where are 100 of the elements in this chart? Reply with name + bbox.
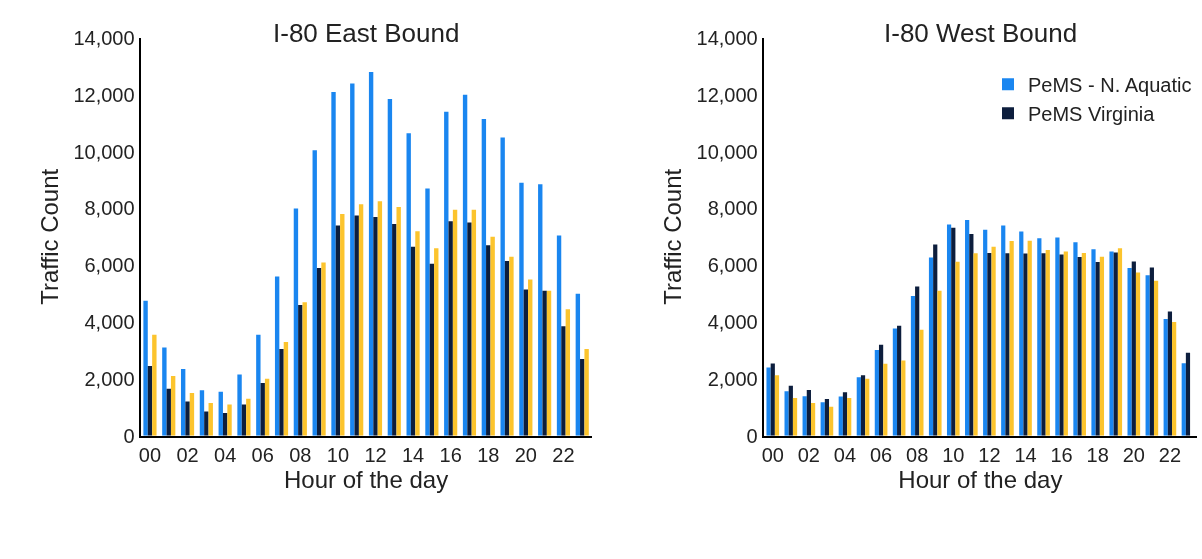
bar: [448, 221, 453, 436]
bar: [1113, 252, 1118, 436]
bar: [152, 334, 157, 436]
bar: [410, 246, 416, 436]
bar: [227, 404, 232, 436]
x-tick-label: 08: [289, 443, 312, 466]
y-tick-label: 8,000: [707, 197, 758, 220]
bar: [788, 385, 793, 436]
bar: [829, 406, 834, 436]
bar: [1005, 253, 1010, 436]
bar: [784, 391, 789, 436]
bar: [928, 257, 934, 436]
bar: [237, 374, 242, 436]
bar: [1045, 249, 1050, 436]
bar: [1055, 237, 1060, 436]
bar: [856, 377, 861, 436]
bar: [1027, 240, 1032, 436]
bar: [162, 347, 167, 436]
bar: [556, 235, 562, 436]
bar: [1091, 249, 1096, 436]
bar: [415, 231, 420, 436]
bar: [199, 390, 205, 436]
bar: [331, 91, 336, 436]
bar: [321, 262, 326, 436]
bar: [774, 375, 780, 436]
bar: [373, 216, 378, 436]
y-tick-label: 6,000: [707, 254, 758, 277]
bar: [354, 215, 359, 436]
bar: [1127, 268, 1132, 436]
bar: [298, 305, 303, 436]
bar: [987, 253, 992, 436]
bar: [820, 402, 825, 436]
bar: [208, 403, 213, 436]
bar: [444, 111, 449, 436]
x-tick-label: 18: [1086, 443, 1109, 466]
bar: [575, 293, 581, 436]
bar: [969, 233, 974, 436]
x-tick-label: 04: [214, 443, 237, 466]
bar: [991, 246, 996, 436]
bar: [509, 256, 514, 436]
bar: [204, 411, 209, 436]
bar: [901, 360, 906, 436]
bar: [312, 150, 317, 436]
x-tick-label: 22: [1158, 443, 1182, 466]
bar: [434, 248, 439, 436]
chart-title: I-80 East Bound: [273, 18, 460, 48]
bar: [897, 325, 902, 436]
x-tick-label: 10: [942, 443, 965, 466]
bar: [919, 329, 924, 436]
bar: [1167, 311, 1173, 436]
bar: [462, 94, 468, 436]
bar: [1059, 254, 1064, 436]
bar: [377, 201, 383, 436]
x-tick-label: 02: [797, 443, 820, 466]
bar: [1135, 272, 1141, 436]
bar: [189, 393, 195, 436]
y-tick-label: 10,000: [73, 140, 135, 163]
bar: [955, 261, 960, 436]
y-tick-label: 14,000: [73, 26, 135, 49]
y-tick-label: 2,000: [707, 367, 758, 390]
bar: [542, 290, 547, 436]
bar: [538, 184, 543, 436]
bar: [842, 392, 848, 436]
bar: [256, 334, 261, 436]
bar: [1009, 241, 1014, 436]
bar: [425, 188, 430, 436]
bar: [1117, 248, 1123, 436]
x-tick-label: 06: [869, 443, 893, 466]
bar: [1145, 275, 1150, 436]
bar: [1041, 253, 1046, 436]
x-tick-label: 22: [552, 443, 575, 466]
bar: [810, 403, 816, 436]
bar: [316, 268, 322, 436]
bar: [358, 204, 364, 436]
y-tick-label: 4,000: [84, 311, 135, 334]
bar: [523, 289, 529, 436]
bar: [293, 208, 299, 436]
bar: [937, 290, 942, 436]
x-tick-label: 02: [176, 443, 199, 466]
y-tick-label: 8,000: [84, 197, 135, 220]
bar: [1163, 318, 1168, 436]
bar: [860, 375, 866, 436]
x-tick-label: 00: [761, 443, 784, 466]
bar: [1001, 225, 1006, 436]
x-tick-label: 06: [251, 443, 274, 466]
bar: [792, 397, 798, 436]
bar: [824, 399, 830, 436]
y-tick-label: 4,000: [707, 311, 758, 334]
bar: [806, 389, 811, 436]
bar: [486, 245, 491, 436]
bar: [883, 363, 888, 436]
bar: [1077, 256, 1082, 436]
bar: [283, 341, 289, 436]
bar: [838, 396, 843, 436]
x-tick-label: 14: [1014, 443, 1037, 466]
x-axis-title: Hour of the day: [898, 465, 1063, 493]
bar: [279, 349, 284, 436]
bar: [951, 227, 956, 436]
y-tick-label: 2,000: [84, 367, 135, 390]
bar: [368, 72, 374, 436]
